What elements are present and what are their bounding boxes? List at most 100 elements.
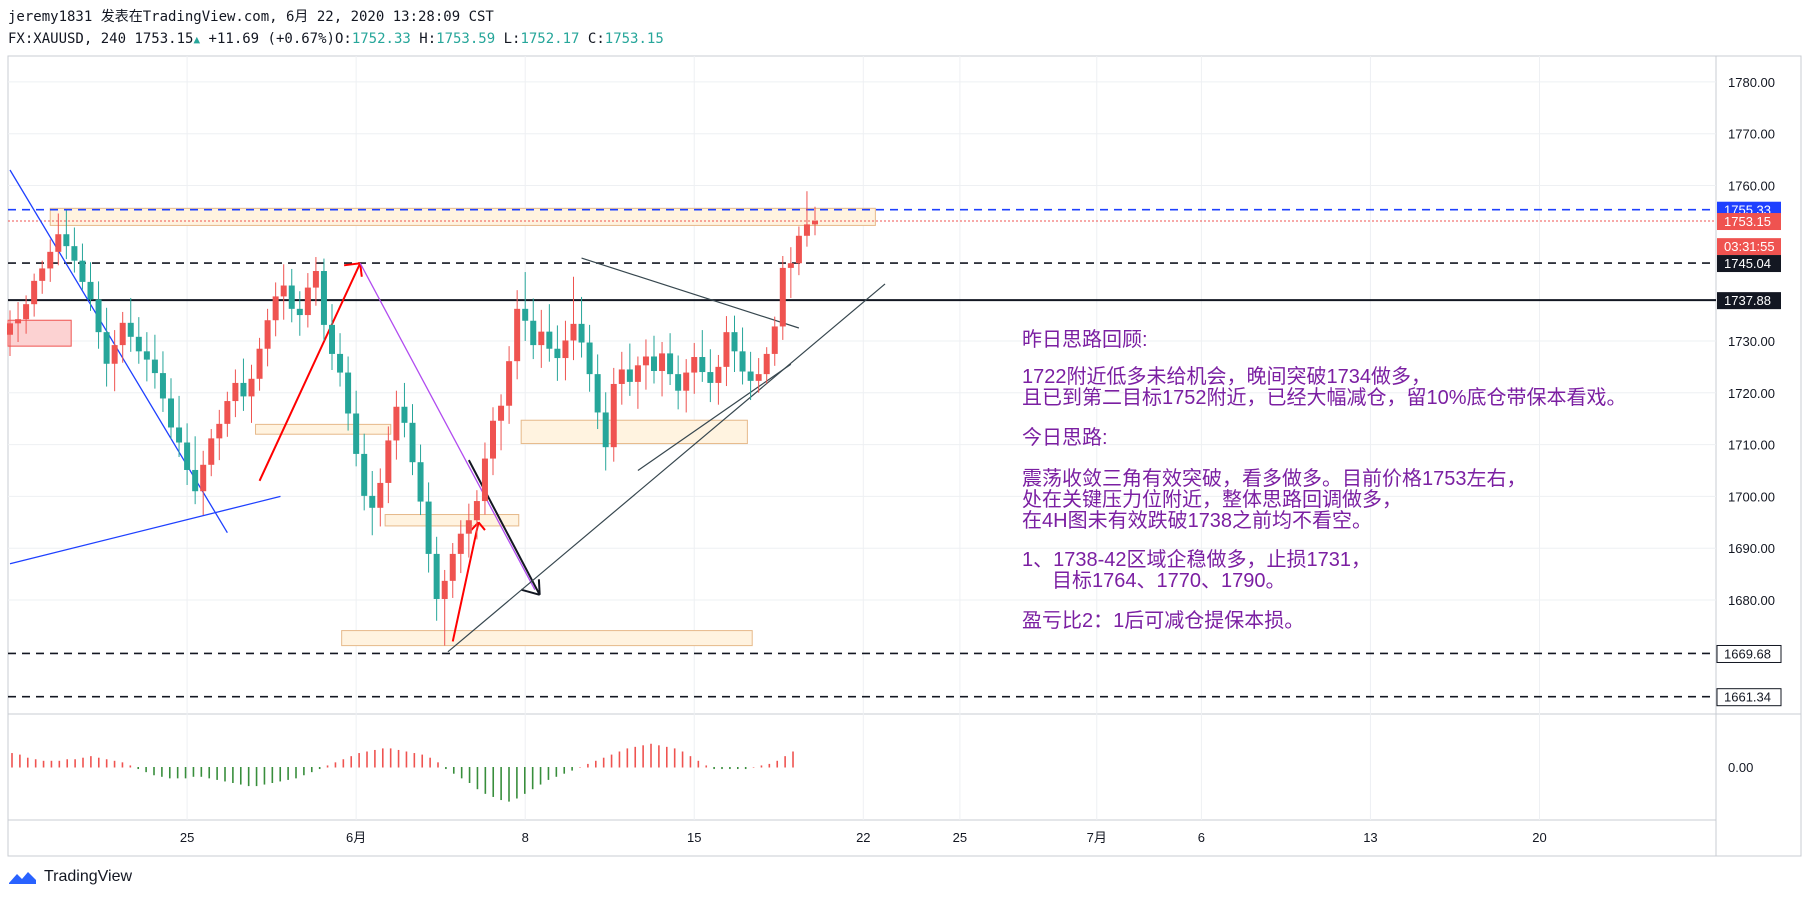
price-label-box xyxy=(1717,213,1781,231)
support-zone-4 xyxy=(341,630,753,647)
red-small-head-b xyxy=(477,521,486,531)
candle-body xyxy=(361,453,368,496)
price-label-box xyxy=(1717,292,1781,310)
candle-body xyxy=(304,287,311,316)
price-label-text: 1753.15 xyxy=(1724,214,1771,229)
triangle-lower-line xyxy=(637,363,792,471)
grid-lines xyxy=(8,56,1716,820)
candle-body xyxy=(651,356,657,372)
y-tick-label: 1760.00 xyxy=(1728,179,1775,194)
brand-label: TradingView xyxy=(44,868,133,885)
x-tick-label: 7月 xyxy=(1087,830,1107,845)
candle-body xyxy=(441,580,448,599)
black-down-arrow xyxy=(467,459,541,596)
candle-body xyxy=(135,336,142,352)
triangle-upper-line xyxy=(581,257,800,329)
note-plan-line-3: 盈亏比2：1后可减仓提保本损。 xyxy=(1022,610,1305,632)
x-tick-label: 25 xyxy=(953,830,967,845)
y-tick-label: 1690.00 xyxy=(1728,541,1775,556)
candle-body xyxy=(747,371,754,381)
rising-support-line xyxy=(447,283,886,653)
y-tick-label: 1770.00 xyxy=(1728,127,1775,142)
chart-frame xyxy=(7,55,1802,857)
candle-body xyxy=(385,440,392,483)
close-label: C: xyxy=(587,31,605,47)
price-label-text: 03:31:55 xyxy=(1724,239,1775,254)
candle-body xyxy=(691,357,698,373)
time-axis[interactable]: 25 6月 8 15 22 25 7月 6 13 20 xyxy=(180,830,1547,845)
candle-body xyxy=(353,413,360,454)
candle-body xyxy=(506,361,513,406)
candle-body xyxy=(659,353,666,372)
candle-body xyxy=(377,482,384,508)
candle-body xyxy=(288,285,295,309)
x-tick-label: 6月 xyxy=(346,830,366,845)
price-label-box xyxy=(1716,644,1782,663)
candle-body xyxy=(176,427,183,443)
note-today-line-3: 在4H图未有效跌破1738之前均不看空。 xyxy=(1022,510,1373,532)
candle-body xyxy=(787,263,794,268)
candle-body xyxy=(47,251,54,269)
candle-body xyxy=(667,353,674,375)
candle-body xyxy=(23,304,30,320)
y-tick-label: 1730.00 xyxy=(1728,334,1775,349)
x-tick-label: 25 xyxy=(180,830,194,845)
candle-body xyxy=(723,332,730,367)
price-label-text: 1661.34 xyxy=(1724,690,1771,705)
candle-body xyxy=(393,406,400,441)
candle-body xyxy=(248,378,255,397)
candle-body xyxy=(15,319,22,324)
candle-body xyxy=(755,374,762,381)
y-tick-label: 1720.00 xyxy=(1728,386,1775,401)
candle-body xyxy=(538,331,545,346)
price-label-text: 1737.88 xyxy=(1724,293,1771,308)
candle-body xyxy=(554,348,561,359)
price-levels xyxy=(8,208,1716,698)
price-axis[interactable]: 1780.00 1770.00 1760.00 1730.00 1720.00 1710.… xyxy=(1728,75,1775,608)
candle-body xyxy=(369,495,376,508)
candle-body xyxy=(55,234,62,252)
red-small-arrow xyxy=(451,522,480,642)
x-tick-label: 6 xyxy=(1198,830,1205,845)
candle-body xyxy=(779,267,786,327)
candle-body xyxy=(143,351,150,360)
candle-body xyxy=(401,406,408,423)
close-value: 1753.15 xyxy=(604,31,664,47)
tradingview-brand[interactable]: TradingView xyxy=(8,868,132,886)
publish-info: jeremy1831 发表在TradingView.com, 6月 22, 20… xyxy=(8,9,494,25)
note-review-title: 昨日思路回顾: xyxy=(1022,329,1148,351)
candle-body xyxy=(578,323,585,343)
candle-body xyxy=(320,271,327,325)
candle-body xyxy=(610,383,617,448)
note-today-line-2: 处在关键压力位附近，整体思路回调做多， xyxy=(1022,489,1402,511)
resistance-zone xyxy=(49,207,876,226)
price-labels: 1755.331753.1503:31:551745.041737.881669… xyxy=(1716,201,1782,707)
candle-body xyxy=(683,372,690,391)
candle-body xyxy=(111,345,118,364)
lower-trend-line xyxy=(9,495,281,565)
price-label-box xyxy=(1716,688,1782,707)
candle-body xyxy=(473,501,480,521)
candle-body xyxy=(312,271,319,288)
candle-body xyxy=(168,398,174,428)
candle-body xyxy=(699,357,706,373)
note-plan-line-2: 目标1764、1770、1790。 xyxy=(1052,570,1286,592)
candle-body xyxy=(594,374,601,413)
candle-body xyxy=(345,372,352,414)
black-arrowhead-b xyxy=(537,579,541,595)
oscillator-zero-label: 0.00 xyxy=(1728,760,1753,775)
candle-body xyxy=(224,401,231,424)
candle-body xyxy=(232,382,239,402)
open-label: O: xyxy=(334,31,352,47)
up-triangle-icon: ▲ xyxy=(193,33,201,46)
candle-body xyxy=(240,382,247,397)
candle-body xyxy=(256,348,263,379)
candle-body xyxy=(457,533,464,554)
y-tick-label: 1700.00 xyxy=(1728,489,1775,504)
candle-body xyxy=(449,553,456,581)
x-tick-label: 22 xyxy=(856,830,870,845)
support-zone-1 xyxy=(255,423,392,435)
candle-body xyxy=(707,372,714,383)
red-arrowhead-b xyxy=(359,263,363,277)
